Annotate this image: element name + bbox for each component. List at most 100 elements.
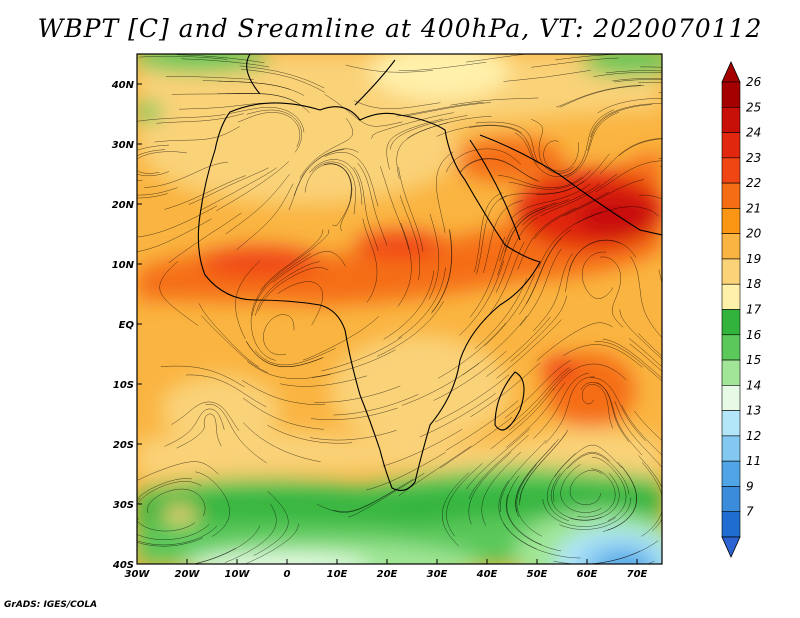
x-tick-label: 10E	[327, 569, 348, 580]
streamline	[324, 152, 379, 207]
streamline	[137, 187, 178, 196]
colorbar-label: 12	[746, 429, 761, 443]
streamline	[396, 122, 449, 179]
streamline	[497, 175, 582, 188]
streamline	[519, 237, 562, 315]
streamline	[245, 340, 323, 368]
streamline	[510, 183, 591, 220]
streamline	[144, 161, 228, 188]
streamline	[348, 473, 425, 518]
streamline	[277, 281, 323, 326]
colorbar-swatch	[721, 208, 741, 234]
streamline	[536, 322, 613, 361]
streamline	[165, 76, 254, 80]
streamline	[506, 382, 566, 448]
colorbar-label: 21	[746, 201, 761, 215]
streamline	[160, 365, 245, 388]
streamline	[250, 286, 276, 361]
streamline	[171, 401, 240, 431]
streamline	[468, 452, 512, 525]
streamline	[563, 179, 644, 217]
colorbar-label: 13	[746, 404, 761, 418]
streamline	[310, 407, 398, 420]
coastlines	[197, 54, 662, 491]
colorbar-label: 16	[746, 328, 762, 342]
streamline	[534, 192, 609, 240]
streamline	[236, 183, 294, 251]
streamline	[496, 319, 562, 379]
colorbar-swatch	[721, 81, 741, 108]
colorbar-label: 18	[746, 277, 762, 291]
streamline	[241, 380, 326, 406]
streamline	[602, 465, 638, 532]
x-tick-label: 20W	[175, 569, 201, 580]
streamline	[590, 103, 662, 138]
streamline	[218, 80, 305, 96]
streamline	[137, 481, 202, 520]
colorbar-label: 25	[746, 100, 761, 114]
streamline	[596, 382, 643, 456]
streamline	[504, 360, 571, 419]
streamline	[469, 237, 506, 318]
streamline	[497, 207, 547, 276]
streamline	[475, 121, 540, 165]
streamline	[354, 100, 441, 109]
streamline	[353, 166, 379, 251]
streamline	[552, 451, 610, 502]
streamline	[474, 278, 528, 349]
streamline	[515, 442, 556, 518]
streamline	[576, 206, 660, 224]
streamline	[543, 140, 579, 172]
streamline	[216, 161, 289, 211]
streamline	[137, 498, 196, 532]
streamline	[137, 193, 168, 199]
streamline	[595, 160, 662, 193]
streamline	[481, 451, 522, 526]
streamline	[563, 344, 643, 368]
streamline	[205, 404, 267, 464]
streamline	[314, 385, 401, 403]
streamline	[252, 253, 311, 316]
streamline	[519, 248, 562, 326]
streamline	[459, 158, 538, 181]
colorbar-swatch	[721, 157, 741, 184]
streamline	[257, 267, 329, 312]
colorbar-label: 7	[746, 505, 754, 519]
streamline	[658, 158, 662, 160]
streamline	[168, 212, 242, 263]
streamline	[137, 151, 187, 174]
colorbar-label: 24	[746, 126, 761, 140]
colorbar-swatch	[721, 182, 741, 209]
streamline	[560, 464, 602, 513]
streamline	[137, 525, 218, 546]
y-tick-label: 30N	[112, 140, 135, 151]
streamline	[476, 195, 508, 274]
streamline	[590, 377, 646, 442]
streamline	[531, 57, 619, 68]
streamline	[397, 222, 412, 307]
x-tick-label: 30E	[427, 569, 448, 580]
streamline	[243, 422, 321, 462]
streamline	[565, 112, 619, 178]
streamline	[577, 468, 616, 518]
streamline	[239, 65, 325, 89]
streamline	[193, 525, 261, 564]
streamline	[137, 478, 192, 524]
streamline	[299, 117, 354, 179]
streamline	[195, 471, 230, 537]
streamline	[565, 240, 621, 293]
colorbar: 26 25 24 23 22 21 20 19 18 17 16 15 14 13 12 11 9 7	[721, 61, 762, 558]
streamline	[474, 192, 503, 273]
x-tick-label: 50E	[527, 569, 548, 580]
y-tick-label: 20N	[112, 200, 135, 211]
streamline	[235, 260, 261, 339]
streamline	[629, 343, 662, 372]
streamline	[137, 205, 218, 238]
streamline	[228, 107, 305, 133]
streamline	[594, 341, 662, 382]
streamline	[441, 472, 470, 547]
y-tick-label: 20S	[113, 440, 134, 451]
y-tick-label: 10N	[112, 260, 135, 271]
streamline	[552, 363, 627, 391]
streamline	[398, 267, 446, 339]
